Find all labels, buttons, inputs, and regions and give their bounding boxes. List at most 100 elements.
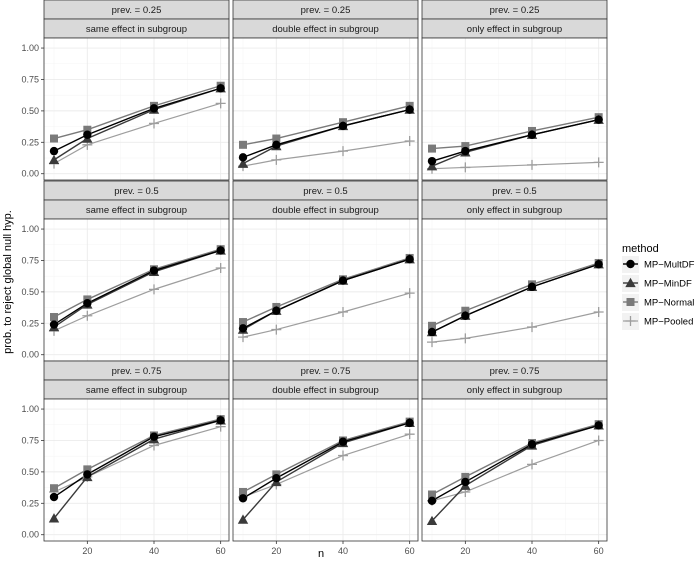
strip-prevalence-label: prev. = 0.5: [492, 186, 536, 197]
series-line: [242, 420, 410, 493]
data-point: [593, 157, 604, 168]
legend: method MP−MultDF MP−MinDF MP−Normal MP−Pool…: [622, 243, 695, 330]
strip-effect-label: double effect in subgroup: [272, 205, 379, 216]
data-point: [215, 98, 226, 109]
panel-background: [422, 219, 607, 361]
strip-effect-label: same effect in subgroup: [86, 205, 187, 216]
panel-border: [232, 398, 419, 542]
data-point: [272, 134, 281, 143]
data-point: [215, 263, 226, 274]
facet-panel: prev. = 0.5 only effect in subgroup: [421, 180, 608, 362]
y-tick-label: 0.25: [21, 137, 39, 147]
data-point: [216, 84, 225, 93]
legend-key-marker: [626, 259, 635, 269]
series-line: [431, 423, 599, 496]
data-point: [271, 154, 282, 165]
x-tick-label: 60: [405, 546, 415, 556]
series-line: [242, 258, 410, 329]
data-point: [238, 332, 248, 343]
panel-grid: prev. = 0.25 same effect in subgroup 0.00 0…: [21, 0, 608, 556]
facet-panel: prev. = 0.25 only effect in subgroup: [421, 0, 608, 181]
strip-prevalence-label: prev. = 0.25: [301, 5, 351, 16]
y-tick-label: 0.00: [21, 169, 39, 179]
strip-effect-label: only effect in subgroup: [467, 205, 562, 216]
panel-border: [43, 398, 230, 542]
panel-border: [421, 398, 608, 542]
series-line: [53, 426, 221, 493]
data-point: [216, 246, 225, 255]
data-point: [237, 514, 249, 524]
panel-background: [44, 399, 229, 541]
series-line: [53, 419, 221, 498]
series-line: [242, 105, 410, 146]
series-line: [53, 419, 221, 519]
data-point: [338, 306, 348, 317]
data-point: [239, 318, 247, 327]
x-axis-title: n: [318, 548, 324, 560]
facet-panel: prev. = 0.25 double effect in subgroup: [232, 0, 419, 181]
data-point: [338, 121, 348, 131]
data-point: [427, 327, 437, 337]
y-axis-title: prob. to reject global null hyp.: [2, 210, 14, 354]
series-line: [53, 248, 221, 318]
strip-effect-label: double effect in subgroup: [272, 385, 379, 396]
data-point: [428, 321, 436, 330]
y-tick-label: 1.00: [21, 404, 39, 414]
data-point: [527, 282, 537, 292]
series-line: [53, 418, 221, 489]
legend-label: MP−Normal: [644, 298, 694, 309]
data-point: [527, 440, 537, 449]
panel-background: [422, 38, 607, 180]
data-point: [48, 154, 60, 165]
data-point: [461, 311, 470, 320]
strip-prevalence-label: prev. = 0.5: [114, 186, 158, 197]
legend-key-marker: [625, 277, 636, 288]
data-point: [83, 298, 92, 308]
series-line: [242, 108, 410, 159]
legend-key-marker: [625, 316, 636, 326]
series-line: [431, 263, 599, 333]
data-point: [50, 313, 58, 322]
series-line: [242, 433, 410, 498]
panel-border: [232, 37, 419, 181]
data-point: [49, 492, 59, 502]
data-point: [338, 437, 348, 446]
x-tick-label: 60: [216, 546, 226, 556]
data-point: [461, 146, 470, 156]
series-line: [431, 311, 599, 343]
data-point: [527, 159, 537, 170]
legend-key-marker: [626, 298, 635, 306]
series-line: [242, 422, 410, 499]
x-tick-label: 40: [527, 546, 537, 556]
data-point: [427, 156, 437, 166]
data-point: [83, 130, 92, 139]
data-point: [404, 136, 415, 147]
data-point: [428, 490, 436, 499]
data-point: [238, 324, 248, 333]
data-point: [149, 432, 159, 441]
strip-prevalence-label: prev. = 0.5: [303, 186, 347, 197]
y-tick-label: 0.75: [21, 435, 39, 445]
data-point: [149, 284, 159, 295]
panel-border: [421, 37, 608, 181]
data-point: [427, 337, 437, 348]
data-point: [593, 435, 604, 446]
data-point: [404, 288, 415, 299]
data-point: [338, 146, 348, 157]
panel-background: [233, 399, 418, 541]
panel-background: [233, 38, 418, 180]
data-point: [272, 473, 281, 483]
data-point: [48, 513, 60, 523]
legend-label: MP−MultDF: [644, 260, 695, 271]
series-line: [53, 87, 221, 152]
data-point: [460, 162, 471, 173]
data-point: [83, 470, 92, 479]
panel-background: [44, 219, 229, 361]
x-tick-label: 20: [82, 546, 92, 556]
data-point: [50, 134, 58, 143]
y-tick-label: 0.50: [21, 287, 39, 297]
data-point: [405, 418, 414, 428]
facet-panel: prev. = 0.5 double effect in subgroup: [232, 180, 419, 362]
series-line: [431, 161, 599, 170]
